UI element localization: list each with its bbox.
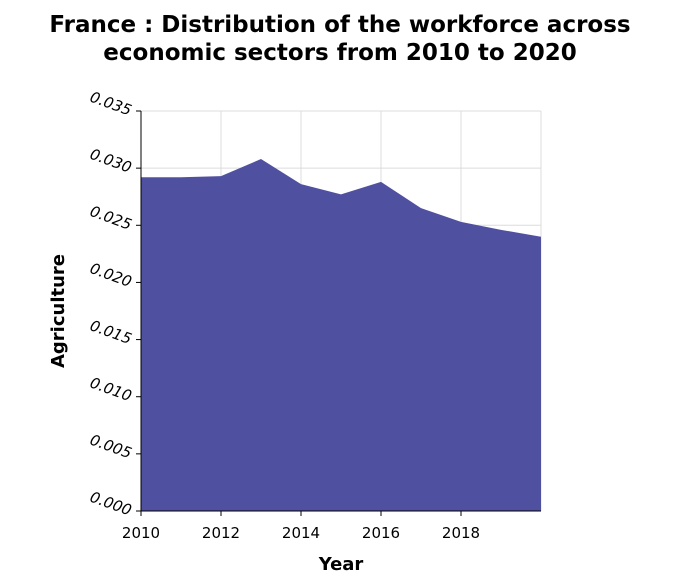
x-tick-label: 2018 [442, 524, 480, 542]
x-tick-label: 2016 [362, 524, 400, 542]
chart-title-line-2: economic sectors from 2010 to 2020 [103, 40, 576, 66]
plot-area [140, 158, 542, 511]
y-tick-label: 0.000 [88, 488, 135, 520]
x-axis-ticks: 2010 2012 2014 2016 2018 [122, 511, 480, 542]
y-tick-label: 0.015 [88, 316, 135, 348]
y-tick-label: 0.030 [88, 145, 135, 177]
x-tick-label: 2012 [202, 524, 240, 542]
y-axis-label: Agriculture [48, 254, 69, 368]
x-axis-label: Year [318, 554, 364, 575]
y-tick-label: 0.025 [88, 202, 135, 234]
x-tick-label: 2010 [122, 524, 160, 542]
chart-title-line-1: France : Distribution of the workforce a… [49, 12, 630, 38]
y-tick-label: 0.035 [88, 88, 135, 120]
x-tick-label: 2014 [282, 524, 320, 542]
y-tick-label: 0.020 [88, 259, 135, 291]
y-tick-label: 0.010 [88, 374, 135, 406]
area-series [141, 159, 541, 511]
y-tick-label: 0.005 [88, 431, 135, 463]
axes [140, 111, 541, 512]
y-axis-ticks: 0.000 0.005 0.010 0.015 0.020 0.025 0.030 0.035 [88, 88, 141, 520]
